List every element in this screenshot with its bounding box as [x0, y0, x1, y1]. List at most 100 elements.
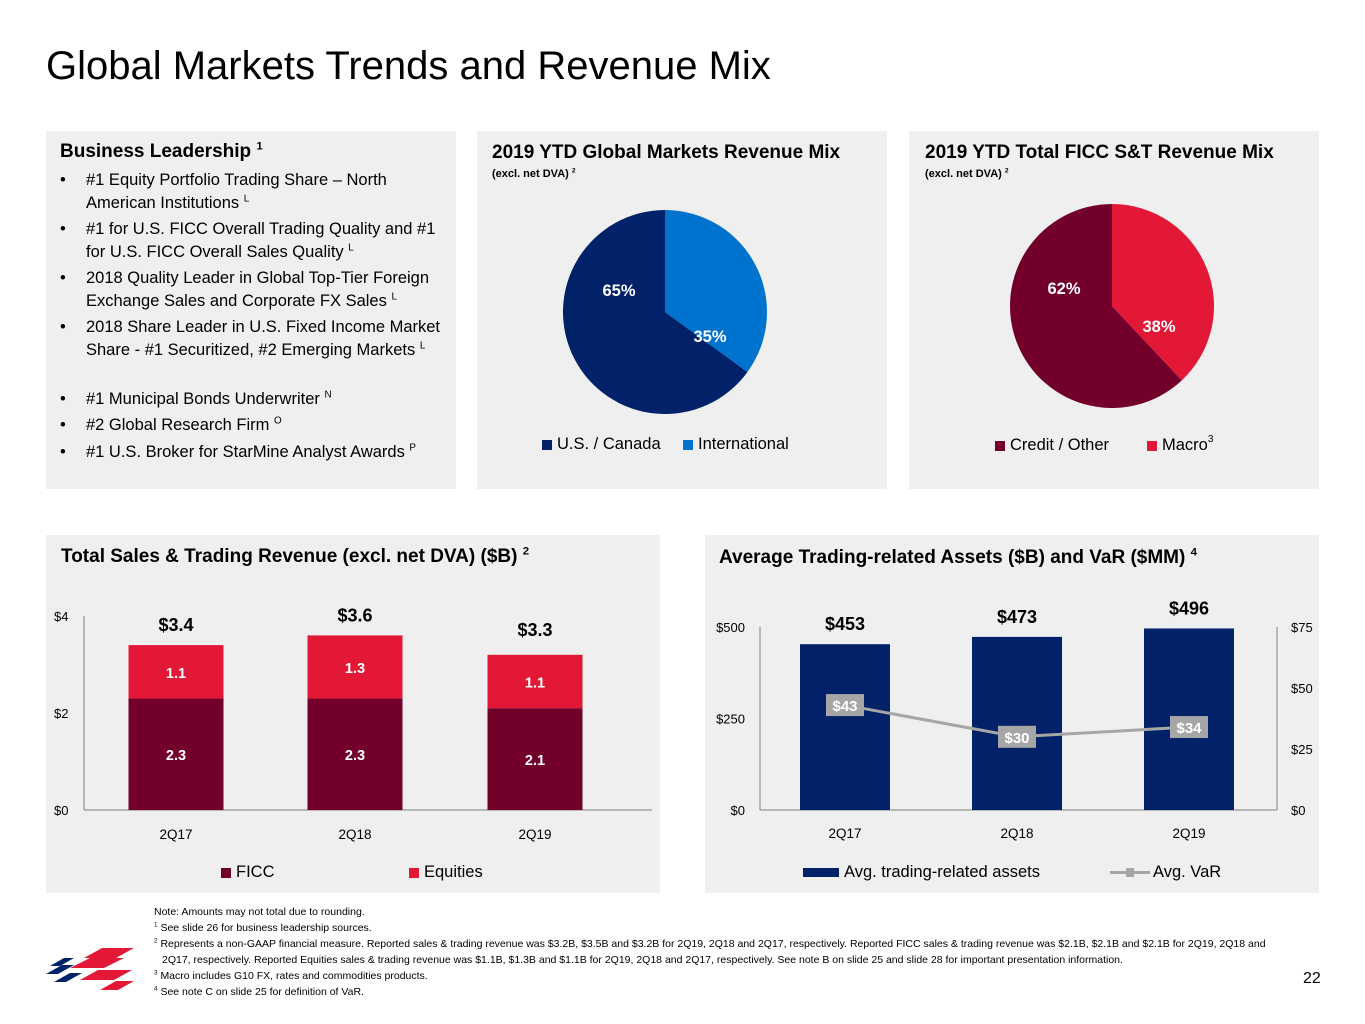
footnote-text: Note: Amounts may not total due to round…	[154, 906, 365, 918]
x-tick-label: 2Q19	[1172, 826, 1205, 841]
y-tick-label-right: $25	[1291, 742, 1313, 757]
legend-avg-var: Avg. VaR	[1110, 863, 1221, 882]
y-tick-label-left: $0	[731, 803, 745, 818]
y-tick-label-right: $0	[1291, 803, 1305, 818]
bar-assets-2q18	[972, 636, 1062, 810]
assets-var-combo-chart: $0 $250 $500 $0 $25 $50 $75 $453 2Q17 $473 2Q18 $49…	[716, 598, 1313, 841]
ficc-mix-slice-credit-other	[1010, 204, 1182, 408]
leadership-item-source: N	[324, 389, 332, 401]
y-tick-label-right: $75	[1291, 620, 1313, 635]
leadership-item-text: #1 Municipal Bonds Underwriter N	[86, 388, 450, 411]
sales-trading-panel: Total Sales & Trading Revenue (excl. net…	[46, 535, 660, 893]
gm-mix-slice-international	[665, 210, 767, 372]
footnote: 2 Represents a non-GAAP financial measur…	[154, 936, 1284, 968]
ficc-mix-slice-macro	[1112, 204, 1214, 381]
leadership-item-text: #1 U.S. Broker for StarMine Analyst Awar…	[86, 441, 450, 464]
leadership-item: • #1 for U.S. FICC Overall Trading Qualit…	[60, 218, 450, 264]
bar-equities-2q19	[487, 654, 583, 709]
leadership-item-label: 2018 Share Leader in U.S. Fixed Income M…	[86, 318, 441, 359]
footnote: 3 Macro includes G10 FX, rates and commo…	[154, 968, 1284, 984]
leadership-item: • 2018 Quality Leader in Global Top-Tier …	[60, 267, 450, 313]
leadership-item: • #1 Equity Portfolio Trading Share – Nor…	[60, 169, 450, 215]
y-tick-label: $0	[54, 803, 68, 818]
legend-avg-assets: Avg. trading-related assets	[803, 863, 1040, 882]
footnote: Note: Amounts may not total due to round…	[154, 904, 1284, 920]
leadership-item-source: L	[348, 242, 354, 254]
footnote: 4 See note C on slide 25 for definition …	[154, 984, 1284, 1000]
bar-segment-label: 2.3	[166, 748, 186, 764]
y-tick-label-right: $50	[1291, 681, 1313, 696]
x-tick-label: 2Q19	[518, 827, 551, 842]
leadership-item: • #1 Municipal Bonds Underwriter N	[60, 388, 450, 411]
bar-segment-label: 1.1	[166, 666, 186, 682]
bar-segment-label: 2.3	[345, 748, 365, 764]
ficc-mix-subtitle: (excl. net DVA) 2	[925, 167, 1009, 180]
bar-value-label: $496	[1169, 598, 1209, 618]
legend-swatch-navy	[542, 439, 552, 450]
leadership-item-source: L	[243, 193, 250, 205]
leadership-item: • #1 U.S. Broker for StarMine Analyst Awa…	[60, 441, 450, 464]
legend-macro: Macro 3	[1147, 434, 1213, 455]
footnote: 1 See slide 26 for business leadership s…	[154, 920, 1284, 936]
var-point-marker	[998, 725, 1036, 748]
y-tick-label-left: $250	[716, 712, 745, 727]
x-tick-label: 2Q17	[828, 826, 861, 841]
legend-swatch-red	[1147, 440, 1157, 451]
assets-var-title: Average Trading-related Assets ($B) and …	[719, 546, 1197, 568]
gm-mix-slice-u-s-canada	[563, 210, 748, 415]
bullet-dot: •	[60, 269, 66, 287]
var-point-marker	[1170, 716, 1208, 739]
leadership-item-text: 2018 Share Leader in U.S. Fixed Income M…	[86, 316, 450, 362]
sales-trading-title: Total Sales & Trading Revenue (excl. net…	[61, 545, 530, 567]
leadership-item: • 2018 Share Leader in U.S. Fixed Income …	[60, 316, 450, 362]
leadership-item-source: L	[391, 291, 397, 303]
footnote-text: Macro includes G10 FX, rates and commodi…	[160, 970, 428, 982]
leadership-item-label: 2018 Quality Leader in Global Top-Tier F…	[86, 269, 430, 310]
legend-swatch-maroon	[221, 867, 231, 878]
ficc-mix-slice-label: 62%	[1047, 280, 1080, 298]
legend-ficc: FICC	[221, 863, 275, 882]
bar-ficc-2q19	[487, 708, 583, 810]
legend-swatch-navy-bar	[803, 868, 839, 877]
leadership-item-label: #1 for U.S. FICC Overall Trading Quality…	[86, 220, 436, 261]
bar-equities-2q17	[128, 645, 224, 699]
y-tick-label: $2	[54, 706, 68, 721]
leadership-item-source: L	[419, 340, 426, 352]
page-number: 22	[1303, 970, 1321, 987]
title-footnote: 1	[256, 140, 263, 153]
legend-swatch-blue	[683, 439, 693, 450]
legend-equities: Equities	[409, 863, 483, 882]
footnote-text: See slide 26 for business leadership sou…	[160, 922, 372, 934]
gm-mix-subtitle: (excl. net DVA) 2	[492, 167, 576, 180]
bar-ficc-2q17	[128, 698, 224, 810]
bullet-dot: •	[60, 416, 66, 434]
legend-line-marker	[1126, 868, 1134, 877]
var-point-label: $30	[1004, 730, 1029, 747]
bank-of-america-logo	[46, 948, 134, 990]
gm-mix-title: 2019 YTD Global Markets Revenue Mix	[492, 142, 841, 163]
global-markets-mix-panel: 2019 YTD Global Markets Revenue Mix (exc…	[477, 131, 887, 489]
footnote-number: 4	[154, 985, 158, 993]
ficc-mix-panel: 2019 YTD Total FICC S&T Revenue Mix (exc…	[909, 131, 1319, 489]
ficc-mix-pie-chart: 62% 38%	[1010, 204, 1214, 408]
leadership-item-text: 2018 Quality Leader in Global Top-Tier F…	[86, 267, 450, 313]
bullet-dot: •	[60, 171, 66, 189]
var-point-label: $34	[1176, 720, 1202, 737]
leadership-item-source: P	[409, 442, 417, 454]
gm-mix-slice-label: 65%	[602, 282, 635, 300]
business-leadership-title: Business Leadership 1	[60, 140, 263, 162]
footnote-number: 2	[154, 937, 158, 945]
footnote-number: 3	[154, 969, 158, 977]
assets-var-panel: Average Trading-related Assets ($B) and …	[705, 535, 1319, 893]
bar-total-label: $3.6	[337, 605, 372, 625]
bar-total-label: $3.3	[517, 620, 552, 640]
gm-mix-slice-label: 35%	[693, 328, 726, 346]
bar-segment-label: 1.1	[525, 675, 545, 691]
gm-mix-pie-chart: 65% 35%	[563, 210, 767, 415]
footnote-text: Represents a non-GAAP financial measure.…	[160, 938, 1266, 966]
leadership-item-label: #1 Municipal Bonds Underwriter	[86, 390, 325, 408]
leadership-item-label: #2 Global Research Firm	[86, 416, 274, 434]
legend-line-gray	[1110, 868, 1150, 877]
ficc-mix-slice-label: 38%	[1142, 318, 1175, 336]
legend-swatch-red	[409, 867, 419, 878]
